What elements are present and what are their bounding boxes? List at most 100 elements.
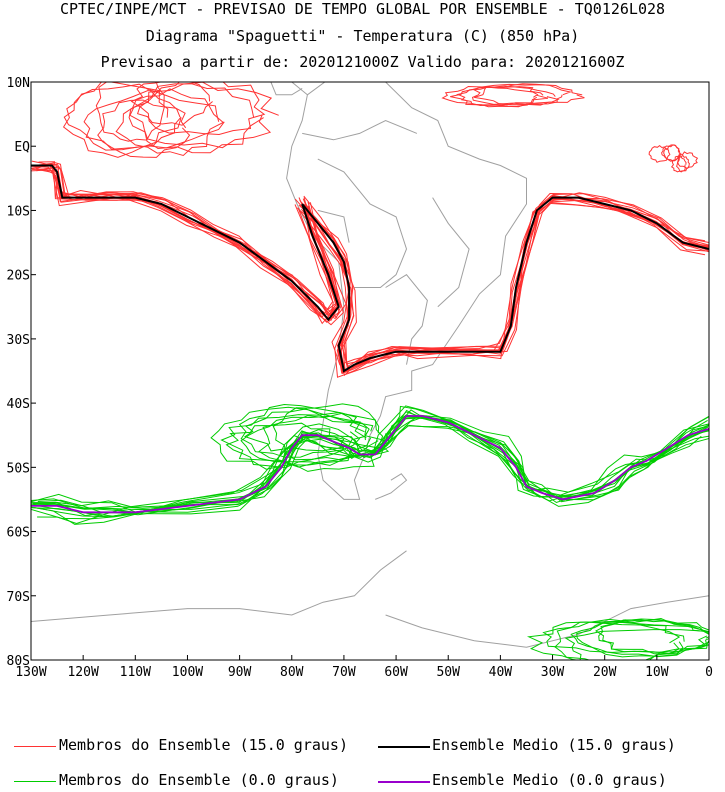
- x-tick-label: 110W: [120, 665, 151, 680]
- x-tick-label: 0: [705, 665, 713, 680]
- member-15-atlantic-line: [303, 196, 709, 372]
- x-tick-label: 40W: [489, 665, 513, 680]
- coastline: [31, 550, 407, 622]
- member-0-line: [31, 417, 709, 510]
- member-0-loop: [238, 403, 365, 458]
- member-0-loop: [258, 412, 390, 472]
- member-15-pacific-line: [32, 162, 339, 316]
- member-15-atlantic-line: [303, 201, 706, 378]
- member-15-pacific-line: [35, 168, 340, 321]
- member-0-loop: [225, 422, 345, 469]
- member-15-loop: [95, 82, 166, 142]
- member-0-loop: [220, 414, 384, 468]
- x-tick-label: 90W: [228, 665, 252, 680]
- legend-label-members-0: Membros do Ensemble (0.0 graus): [59, 771, 339, 789]
- y-tick-label: 10S: [7, 204, 30, 219]
- member-0-loop: [240, 415, 387, 466]
- y-tick-label: 40S: [7, 397, 30, 412]
- member-15-loop: [474, 83, 573, 106]
- member-0-line: [31, 405, 709, 525]
- member-15-loop: [663, 144, 681, 162]
- chart-subtitle: Diagrama "Spaguetti" - Temperatura (C) (…: [145, 27, 580, 45]
- y-tick-label: 60S: [7, 526, 30, 541]
- legend-swatch-mean-15: [378, 746, 430, 748]
- member-0-loop: [554, 620, 685, 660]
- member-0-loop: [595, 619, 709, 655]
- member-15-loop: [648, 144, 671, 163]
- member-15-loop: [676, 154, 691, 173]
- coastline: [317, 158, 408, 288]
- x-tick-label: 50W: [436, 665, 460, 680]
- member-15-atlantic-line: [300, 194, 709, 372]
- legend-swatch-mean-0: [378, 781, 430, 783]
- member-0-line: [31, 415, 709, 513]
- axis-ticks: 130W 120W 110W 100W 90W 80W 70W 60W 50W 40W 30W 20W…: [7, 76, 713, 680]
- coastline: [385, 595, 709, 648]
- x-tick-label: 100W: [172, 665, 203, 680]
- legend-swatch-members-0: [14, 781, 56, 782]
- member-15-loop: [450, 85, 560, 108]
- member-0-line: [31, 414, 709, 517]
- member-15-pacific-line: [31, 164, 340, 322]
- x-tick-label: 120W: [67, 665, 98, 680]
- coastline: [270, 82, 303, 96]
- legend-label-members-15: Membros do Ensemble (15.0 graus): [59, 736, 348, 754]
- member-15-loop: [456, 86, 539, 108]
- member-15-loop: [115, 88, 225, 157]
- x-tick-label: 80W: [280, 665, 304, 680]
- member-15-loop: [677, 151, 699, 169]
- legend-label-mean-15: Ensemble Medio (15.0 graus): [432, 736, 676, 754]
- y-tick-label: 70S: [7, 590, 30, 605]
- coastline: [432, 197, 470, 308]
- coastline: [317, 209, 350, 243]
- x-tick-label: 10W: [645, 665, 669, 680]
- y-tick-label: 80S: [7, 654, 30, 669]
- x-tick-label: 70W: [332, 665, 356, 680]
- x-tick-label: 130W: [15, 665, 46, 680]
- y-tick-label: 50S: [7, 461, 30, 476]
- member-0-loop: [272, 403, 387, 461]
- members-0-group: [31, 403, 709, 660]
- member-15-atlantic-line: [303, 196, 709, 371]
- y-tick-label: EQ: [14, 140, 30, 155]
- member-15-loop: [128, 83, 264, 154]
- coastline: [302, 119, 418, 141]
- member-15-pacific-line: [31, 168, 341, 315]
- member-15-atlantic-line: [299, 198, 708, 374]
- member-15-loop: [139, 82, 266, 136]
- x-tick-label: 60W: [384, 665, 408, 680]
- mean-0-line: [31, 415, 709, 514]
- member-15-loop: [97, 99, 191, 158]
- y-tick-label: 10N: [7, 76, 30, 91]
- coastline: [385, 274, 428, 365]
- member-0-loop: [526, 621, 681, 660]
- member-0-loop: [598, 619, 709, 655]
- chart-title: CPTEC/INPE/MCT - PREVISAO DE TEMPO GLOBA…: [59, 0, 666, 18]
- mean-15-line: [31, 164, 340, 322]
- member-0-line: [33, 409, 709, 518]
- y-tick-label: 20S: [7, 269, 30, 284]
- member-15-loop: [441, 85, 549, 107]
- member-0-line: [31, 417, 709, 513]
- member-15-pacific-line: [31, 165, 342, 319]
- y-tick-label: 30S: [7, 333, 30, 348]
- member-0-loop: [243, 408, 374, 452]
- member-0-line: [31, 405, 702, 520]
- mean-15-line: [301, 196, 709, 373]
- x-tick-label: 20W: [593, 665, 617, 680]
- member-0-loop: [570, 621, 709, 658]
- member-15-atlantic-line: [299, 202, 709, 375]
- member-15-loop: [130, 82, 213, 126]
- coastline: [375, 473, 408, 500]
- member-15-pacific-line: [31, 160, 344, 326]
- x-tick-label: 30W: [541, 665, 565, 680]
- member-15-pacific-line: [33, 161, 337, 317]
- ensemble-means-group: [31, 164, 709, 514]
- member-15-loop: [83, 89, 225, 150]
- legend-label-mean-0: Ensemble Medio (0.0 graus): [432, 771, 667, 789]
- legend-swatch-members-15: [14, 746, 56, 747]
- forecast-info: Previsao a partir de: 2020121000Z Valido…: [100, 53, 625, 71]
- member-15-loop: [62, 82, 182, 158]
- plot-frame: [30, 81, 710, 661]
